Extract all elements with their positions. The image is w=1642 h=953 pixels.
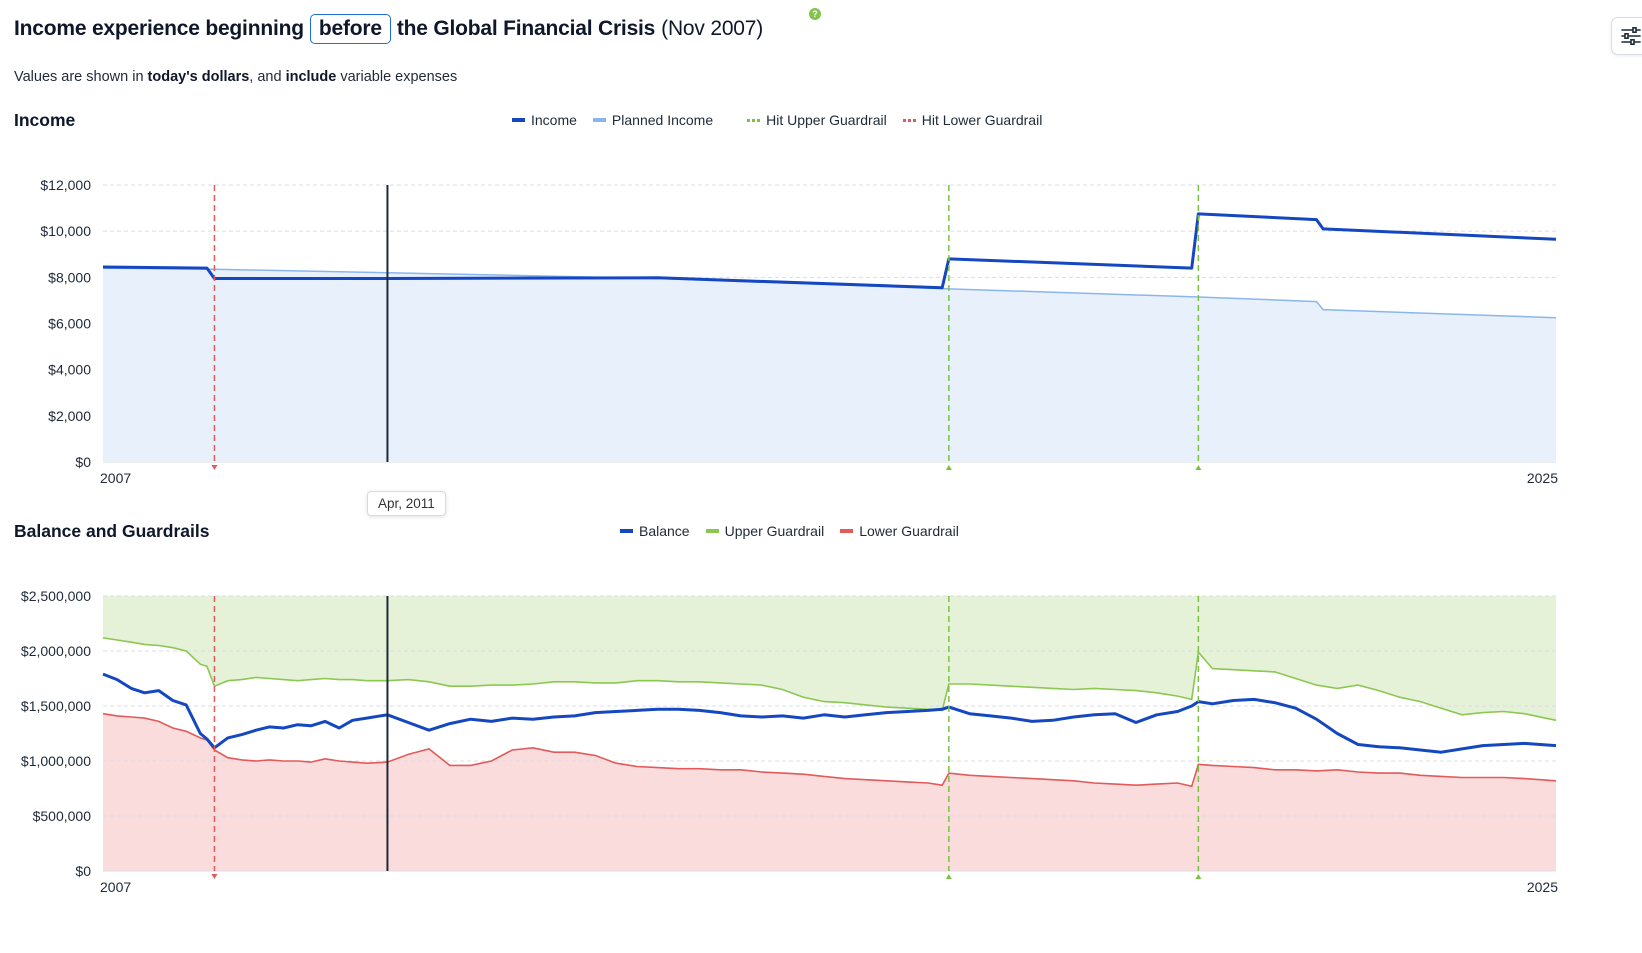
legend-swatch <box>592 118 606 122</box>
lower-guardrail-area <box>103 713 1556 871</box>
subtitle-text-a: Values are shown in <box>14 69 148 85</box>
balance-x-tick-label: 2007 <box>100 879 131 895</box>
sliders-icon <box>1621 27 1641 45</box>
legend-label: Planned Income <box>611 112 714 128</box>
legend-item-hit-lower-guardrail[interactable]: Hit Lower Guardrail <box>902 112 1043 128</box>
income-y-tick-label: $0 <box>75 454 91 470</box>
income-y-tick-label: $4,000 <box>48 362 91 378</box>
legend-swatch <box>902 118 916 122</box>
legend-label: Lower Guardrail <box>859 523 959 539</box>
balance-lower-guardrail-marker <box>211 874 218 879</box>
legend-item-lower-guardrail[interactable]: Lower Guardrail <box>840 523 959 539</box>
subtitle-dollars: today's dollars <box>147 69 250 85</box>
income-y-tick-label: $6,000 <box>48 316 91 332</box>
balance-line <box>102 672 1557 754</box>
title-prefix: Income experience beginning <box>14 17 304 40</box>
help-icon[interactable]: ? <box>809 8 821 20</box>
legend-item-income[interactable]: Income <box>512 112 577 128</box>
income-legend: Income Planned Income Hit Upper Guardrail H… <box>512 112 1058 128</box>
legend-label: Upper Guardrail <box>724 523 825 539</box>
balance-section-title: Balance and Guardrails <box>14 521 210 541</box>
balance-x-tick-label: 2025 <box>1527 879 1558 895</box>
settings-button[interactable] <box>1611 17 1642 55</box>
income-x-tick-label: 2007 <box>100 470 131 486</box>
date-tooltip: Apr, 2011 <box>367 491 446 516</box>
balance-upper-guardrail-marker <box>1195 874 1202 879</box>
income-y-tick-label: $8,000 <box>48 269 91 285</box>
balance-legend: Balance Upper Guardrail Lower Guardrail <box>620 523 975 539</box>
legend-swatch <box>512 118 525 122</box>
income-y-tick-label: $10,000 <box>40 223 91 239</box>
balance-y-tick-label: $2,500,000 <box>21 588 91 604</box>
legend-item-hit-upper-guardrail[interactable]: Hit Upper Guardrail <box>747 112 887 128</box>
legend-swatch <box>840 529 854 533</box>
legend-label: Hit Lower Guardrail <box>921 112 1043 128</box>
title-date: (Nov 2007) <box>661 17 764 40</box>
lower-guardrail-line <box>102 712 1557 788</box>
title-event: the Global Financial Crisis <box>396 17 656 40</box>
legend-swatch <box>747 118 761 122</box>
balance-y-tick-label: $1,500,000 <box>21 698 91 714</box>
income-y-tick-label: $12,000 <box>40 177 91 193</box>
page-title: Income experience beginning before the G… <box>14 14 763 44</box>
balance-y-tick-label: $0 <box>75 863 91 879</box>
subtitle: Values are shown in today's dollars, and… <box>14 69 457 85</box>
subtitle-text-c: , and <box>249 69 286 85</box>
income-upper-guardrail-marker <box>945 465 952 470</box>
balance-y-tick-label: $1,000,000 <box>21 753 91 769</box>
legend-label: Hit Upper Guardrail <box>766 112 887 128</box>
legend-item-planned-income[interactable]: Planned Income <box>592 112 714 128</box>
legend-swatch <box>620 529 633 533</box>
income-lower-guardrail-marker <box>211 465 218 470</box>
subtitle-include: include <box>285 69 337 85</box>
upper-guardrail-line <box>102 637 1557 722</box>
timing-selector-button[interactable]: before <box>309 14 391 44</box>
legend-label: Balance <box>639 523 690 539</box>
income-x-tick-label: 2025 <box>1527 470 1558 486</box>
income-upper-guardrail-marker <box>1195 465 1202 470</box>
balance-y-tick-label: $2,000,000 <box>21 643 91 659</box>
legend-item-balance[interactable]: Balance <box>620 523 690 539</box>
legend-label: Income <box>531 112 577 128</box>
balance-upper-guardrail-marker <box>945 874 952 879</box>
subtitle-text-e: variable expenses <box>336 69 458 85</box>
balance-y-tick-label: $500,000 <box>33 808 92 824</box>
planned-income-area <box>103 268 1556 462</box>
income-y-tick-label: $2,000 <box>48 408 91 424</box>
legend-swatch <box>705 529 719 533</box>
legend-item-upper-guardrail[interactable]: Upper Guardrail <box>705 523 825 539</box>
income-line <box>102 212 1557 290</box>
income-section-title: Income <box>14 110 76 130</box>
